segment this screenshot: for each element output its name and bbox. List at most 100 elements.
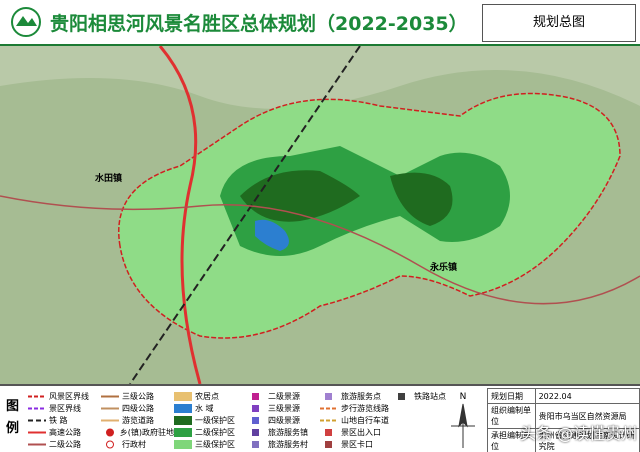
info-table: 规划日期 2022.04 组织编制单位 贵阳市乌当区自然资源局 承担编制单位 贵州省交通规… — [487, 388, 640, 452]
swatch — [252, 440, 259, 448]
swatch — [252, 428, 259, 436]
legend-label: 二级保护区 — [195, 427, 235, 437]
legend-symbol — [398, 392, 405, 400]
legend-label: 三级景源 — [268, 403, 300, 413]
legend-item: 高速公路 — [28, 426, 101, 438]
legend-symbol — [252, 404, 259, 412]
legend-item: 旅游服务点 — [320, 390, 393, 402]
title: 贵阳相思河风景名胜区总体规划（2022-2035） — [50, 13, 468, 35]
legend-item: 三级景源 — [247, 402, 320, 414]
legend-symbol — [325, 392, 332, 400]
legend-symbol — [28, 443, 46, 445]
legend-item: 水 域 — [174, 402, 247, 414]
info-cell: 贵州省交通规划勘察设计研究院 — [534, 428, 640, 452]
legend-item: 四级景源 — [247, 414, 320, 426]
legend-symbol — [174, 427, 192, 437]
legend-title: 图例 — [6, 399, 20, 436]
swatch — [325, 440, 332, 448]
info-cell: 规划日期 — [487, 388, 536, 404]
legend-label: 旅游服务点 — [341, 391, 381, 401]
legend-label: 风景区界线 — [49, 391, 89, 401]
legend-symbol — [28, 395, 46, 397]
legend-label: 三级保护区 — [195, 439, 235, 449]
legend-label: 农居点 — [195, 391, 219, 401]
map: 水田镇 永乐镇 — [0, 46, 640, 384]
legend-symbol — [174, 415, 192, 425]
legend-label: 三级公路 — [122, 391, 154, 401]
swatch — [325, 392, 332, 400]
swatch — [106, 428, 114, 436]
legend-symbol — [325, 428, 332, 436]
legend-item: 景区界线 — [28, 402, 101, 414]
legend-label: 水 域 — [195, 403, 214, 413]
legend-symbol — [28, 419, 46, 421]
compass-label: N — [460, 392, 467, 402]
swatch — [174, 439, 192, 449]
legend-symbol — [28, 431, 46, 433]
swatch — [252, 392, 259, 400]
legend-symbol — [252, 428, 259, 436]
legend-items: 风景区界线 景区界线铁 路高速公路 二级公路 三级公路 四级公路 游览道路 乡(镇)政府驻地… — [28, 390, 466, 450]
info-row: 承担编制单位 贵州省交通规划勘察设计研究院 — [487, 428, 640, 452]
legend-label: 景区出入口 — [341, 427, 381, 437]
legend-item: 三级保护区 — [174, 438, 247, 450]
legend-symbol — [174, 439, 192, 449]
swatch — [174, 391, 192, 401]
legend-label: 游览道路 — [122, 415, 154, 425]
legend-symbol — [252, 440, 259, 448]
legend-item: 二级保护区 — [174, 426, 247, 438]
legend-item: 二级公路 — [28, 438, 101, 450]
legend-label: 高速公路 — [49, 427, 81, 437]
legend-item: 风景区界线 — [28, 390, 101, 402]
info-cell: 贵阳市乌当区自然资源局 — [534, 403, 640, 429]
swatch — [174, 427, 192, 437]
info-row: 组织编制单位 贵阳市乌当区自然资源局 — [487, 403, 640, 429]
logo — [11, 7, 41, 37]
legend-label: 步行游览线路 — [341, 403, 389, 413]
legend-symbol — [325, 440, 332, 448]
legend-symbol — [320, 407, 338, 409]
legend-label: 四级景源 — [268, 415, 300, 425]
legend-item: 农居点 — [174, 390, 247, 402]
legend-symbol — [174, 391, 192, 401]
legend-label: 行政村 — [122, 439, 146, 449]
header: 贵阳相思河风景名胜区总体规划（2022-2035） 规划总图 — [0, 0, 640, 46]
legend-item: 山地自行车道 — [320, 414, 393, 426]
legend-item: 铁 路 — [28, 414, 101, 426]
legend-label: 铁路站点 — [414, 391, 446, 401]
legend-item: 行政村 — [101, 438, 174, 450]
legend-label: 山地自行车道 — [341, 415, 389, 425]
legend-symbol — [101, 419, 119, 421]
legend-item: 三级公路 — [101, 390, 174, 402]
subtitle: 规划总图 — [482, 4, 636, 42]
swatch — [325, 428, 332, 436]
legend-item: 二级景源 — [247, 390, 320, 402]
swatch — [398, 392, 405, 400]
swatch — [252, 404, 259, 412]
legend-label: 景区卡口 — [341, 439, 373, 449]
info-row: 规划日期 2022.04 — [487, 388, 640, 404]
watermark: 头条 @读懂贵州 — [520, 424, 638, 443]
legend-symbol — [101, 407, 119, 409]
info-cell: 2022.04 — [534, 388, 640, 404]
legend-label: 旅游服务村 — [268, 439, 308, 449]
legend-item: 步行游览线路 — [320, 402, 393, 414]
legend-label: 铁 路 — [49, 415, 68, 425]
legend-item: 景区卡口 — [320, 438, 393, 450]
legend-item: 乡(镇)政府驻地 — [101, 426, 174, 438]
swatch — [252, 416, 259, 424]
legend-label: 景区界线 — [49, 403, 81, 413]
legend-symbol — [28, 407, 46, 409]
place-label: 永乐镇 — [429, 261, 457, 273]
legend: 图例 风景区界线 景区界线铁 路高速公路 二级公路 三级公路 四级公路 游览道路 乡(镇)政… — [0, 384, 640, 452]
legend-item: 景区出入口 — [320, 426, 393, 438]
legend-symbol — [252, 392, 259, 400]
legend-item: 铁路站点 — [393, 390, 466, 402]
info-cell: 组织编制单位 — [487, 403, 536, 429]
swatch — [174, 415, 192, 425]
legend-item: 一级保护区 — [174, 414, 247, 426]
legend-item: 旅游服务镇 — [247, 426, 320, 438]
info-cell: 承担编制单位 — [487, 428, 536, 452]
swatch — [174, 403, 192, 413]
swatch — [106, 440, 114, 448]
